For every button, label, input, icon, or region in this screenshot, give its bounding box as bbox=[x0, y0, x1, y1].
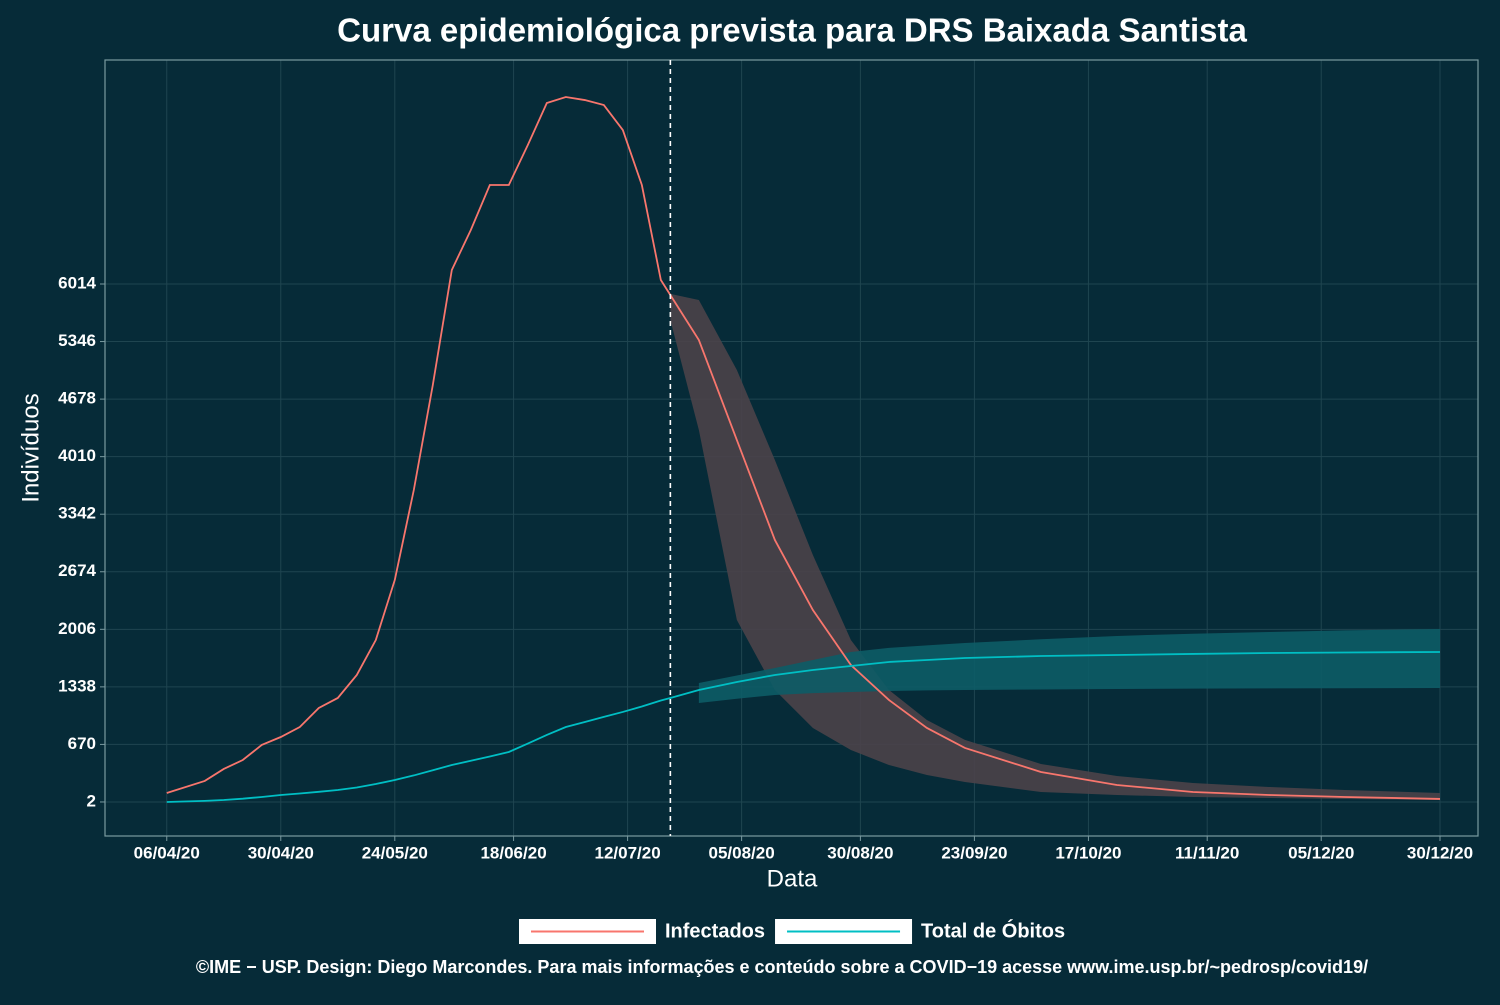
chart-title: Curva epidemiológica prevista para DRS B… bbox=[337, 12, 1247, 49]
y-tick-label: 6014 bbox=[58, 273, 96, 292]
legend: Infectados Total de Óbitos bbox=[519, 918, 1065, 944]
x-tick-label: 23/09/20 bbox=[941, 843, 1007, 862]
y-tick-label: 1338 bbox=[58, 676, 96, 695]
x-tick-label: 18/06/20 bbox=[480, 843, 546, 862]
series-line bbox=[166, 651, 1440, 803]
confidence-band bbox=[698, 628, 1440, 703]
x-tick-label: 30/12/20 bbox=[1407, 843, 1473, 862]
y-axis-title: Indivíduos bbox=[17, 393, 44, 502]
plot-border bbox=[104, 59, 1479, 837]
x-tick-label: 05/12/20 bbox=[1288, 843, 1354, 862]
x-tick-label: 11/11/20 bbox=[1175, 843, 1239, 862]
x-tick-label: 30/08/20 bbox=[827, 843, 893, 862]
y-tick-label: 5346 bbox=[58, 331, 96, 350]
x-axis-title: Data bbox=[767, 865, 818, 892]
x-tick-label: 06/04/20 bbox=[134, 843, 200, 862]
y-tick-label: 3342 bbox=[58, 504, 96, 523]
caption: ©IME − USP. Design: Diego Marcondes. Par… bbox=[196, 957, 1368, 977]
confidence-band bbox=[670, 293, 1440, 800]
y-tick-label: 2 bbox=[87, 791, 96, 810]
x-tick-label: 12/07/20 bbox=[595, 843, 661, 862]
legend-label: Total de Óbitos bbox=[921, 918, 1065, 942]
y-tick-label: 4678 bbox=[58, 389, 96, 408]
y-tick-label: 2006 bbox=[58, 619, 96, 638]
y-tick-label: 4010 bbox=[58, 446, 96, 465]
x-tick-label: 05/08/20 bbox=[709, 843, 775, 862]
y-tick-label: 2674 bbox=[58, 561, 96, 580]
x-tick-label: 24/05/20 bbox=[362, 843, 428, 862]
legend-label: Infectados bbox=[665, 920, 765, 942]
y-tick-label: 670 bbox=[68, 734, 96, 753]
series-line bbox=[166, 96, 1441, 800]
x-tick-label: 17/10/20 bbox=[1055, 843, 1121, 862]
x-tick-label: 30/04/20 bbox=[248, 843, 314, 862]
